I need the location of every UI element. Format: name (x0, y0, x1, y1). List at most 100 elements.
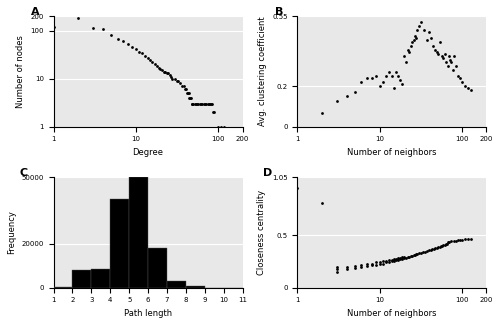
Point (368, 262, 376, 267)
Point (454, 74, 462, 79)
Point (440, 242, 448, 247)
Point (210, 110, 218, 115)
Point (294, 185, 302, 190)
Point (107, 32, 115, 38)
Point (390, 257, 398, 262)
Point (188, 101, 196, 106)
Point (351, 263, 359, 268)
Y-axis label: Avg. clustering coefficient: Avg. clustering coefficient (258, 17, 266, 126)
Point (404, 48, 411, 53)
Point (467, 237, 475, 242)
Point (202, 101, 210, 106)
Point (150, 61, 158, 67)
Point (436, 244, 444, 249)
Point (171, 76, 179, 81)
Point (382, 74, 390, 79)
Point (454, 238, 462, 243)
Point (176, 81, 184, 86)
Point (392, 70, 400, 75)
Point (411, 253, 419, 258)
Point (368, 76, 376, 81)
Point (396, 256, 404, 261)
X-axis label: Number of neighbors: Number of neighbors (347, 309, 436, 318)
Point (443, 241, 451, 246)
Point (178, 84, 186, 89)
Point (220, 124, 228, 129)
Point (408, 40, 416, 45)
Point (197, 101, 205, 106)
Point (446, 58, 454, 63)
Point (402, 60, 410, 65)
Point (186, 95, 194, 100)
Point (385, 260, 393, 265)
Point (332, 269, 340, 275)
Point (394, 258, 402, 263)
Point (461, 84, 469, 89)
Point (160, 69, 168, 74)
Point (414, 23, 422, 29)
Point (464, 237, 472, 242)
Point (398, 82, 406, 87)
Text: B: B (274, 7, 283, 17)
Point (214, 124, 222, 129)
Point (398, 257, 406, 262)
Point (132, 46, 140, 51)
Point (444, 240, 452, 245)
Point (434, 244, 442, 249)
Point (198, 101, 206, 106)
Point (382, 259, 390, 264)
Point (193, 101, 201, 106)
Point (124, 42, 132, 47)
Point (450, 239, 458, 244)
Point (440, 242, 448, 247)
Point (426, 35, 434, 41)
Point (210, 110, 218, 115)
Point (382, 260, 390, 265)
Point (425, 30, 433, 35)
Y-axis label: Closeness centrality: Closeness centrality (258, 190, 266, 275)
Point (168, 76, 176, 81)
Point (188, 101, 196, 106)
Point (205, 101, 213, 106)
Point (450, 54, 458, 59)
Point (420, 28, 428, 33)
Point (186, 95, 194, 100)
Point (442, 241, 450, 246)
Bar (186, 286, 205, 288)
Point (207, 101, 215, 106)
Point (440, 52, 448, 57)
Point (183, 90, 191, 96)
Point (138, 50, 146, 56)
Point (423, 248, 431, 254)
Point (351, 90, 359, 95)
Point (467, 88, 475, 93)
Point (182, 87, 190, 92)
Point (448, 239, 456, 244)
Point (74, 16, 82, 21)
Point (173, 78, 181, 84)
Point (194, 101, 202, 106)
Point (174, 78, 182, 84)
Point (158, 68, 166, 73)
Point (332, 266, 340, 271)
Point (438, 243, 446, 248)
Point (351, 265, 359, 270)
Point (452, 239, 460, 244)
Point (406, 254, 414, 259)
Point (379, 259, 387, 264)
Point (180, 84, 188, 89)
Point (417, 250, 425, 255)
Point (343, 264, 351, 269)
Point (218, 124, 226, 129)
Point (164, 71, 172, 76)
Point (358, 264, 366, 269)
Point (152, 64, 160, 69)
Point (425, 247, 433, 253)
Point (388, 74, 396, 79)
Point (390, 86, 398, 91)
Point (392, 257, 400, 262)
Point (432, 245, 440, 250)
Point (358, 262, 366, 267)
Point (394, 74, 402, 79)
Bar (92, 269, 110, 288)
